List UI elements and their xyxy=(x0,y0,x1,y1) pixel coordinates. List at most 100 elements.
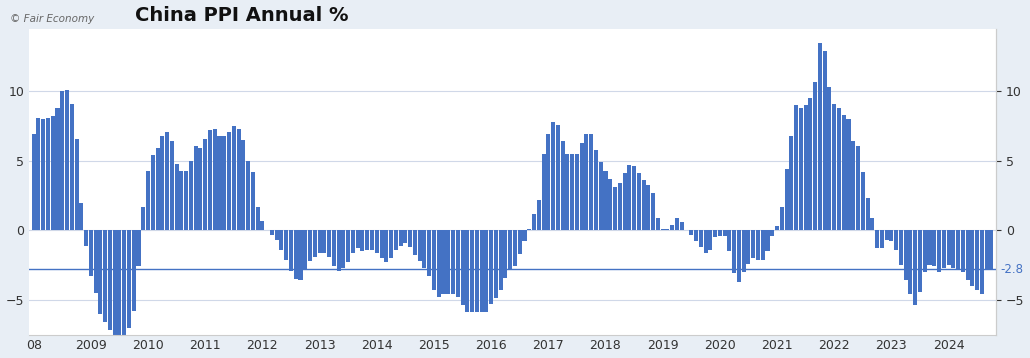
Bar xyxy=(665,229,670,230)
Bar xyxy=(642,180,646,230)
Bar xyxy=(294,230,298,279)
Bar xyxy=(99,230,102,314)
Bar xyxy=(736,230,741,282)
Bar xyxy=(112,230,116,339)
Bar xyxy=(504,230,508,277)
Bar xyxy=(432,230,436,290)
Bar xyxy=(417,230,421,261)
Bar xyxy=(775,226,779,230)
Bar xyxy=(604,171,608,230)
Bar xyxy=(161,136,165,230)
Bar xyxy=(876,230,880,248)
Bar xyxy=(923,230,927,272)
Bar xyxy=(571,154,574,230)
Bar xyxy=(279,230,283,250)
Bar xyxy=(637,173,641,230)
Bar xyxy=(308,230,312,261)
Bar xyxy=(565,154,570,230)
Bar xyxy=(65,90,69,230)
Bar xyxy=(880,230,884,248)
Bar xyxy=(899,230,903,265)
Bar xyxy=(470,230,474,312)
Bar xyxy=(794,105,798,230)
Bar xyxy=(251,172,254,230)
Bar xyxy=(656,218,660,230)
Bar xyxy=(60,91,64,230)
Bar xyxy=(217,136,221,230)
Bar xyxy=(698,230,702,247)
Bar xyxy=(475,230,479,312)
Bar xyxy=(632,166,637,230)
Bar xyxy=(990,230,994,269)
Bar xyxy=(255,207,260,230)
Bar xyxy=(313,230,317,257)
Bar xyxy=(747,230,751,264)
Bar xyxy=(751,230,755,258)
Bar xyxy=(651,193,655,230)
Bar xyxy=(442,230,446,294)
Bar xyxy=(837,108,842,230)
Bar xyxy=(299,230,303,280)
Bar xyxy=(556,125,560,230)
Bar xyxy=(660,229,664,230)
Bar xyxy=(770,230,775,236)
Bar xyxy=(123,230,127,340)
Bar xyxy=(671,225,675,230)
Bar xyxy=(513,230,517,266)
Bar xyxy=(322,230,327,253)
Bar xyxy=(194,146,198,230)
Bar xyxy=(947,230,951,265)
Bar xyxy=(375,230,379,253)
Bar xyxy=(137,230,140,266)
Bar xyxy=(975,230,980,290)
Bar xyxy=(103,230,107,322)
Bar xyxy=(289,230,293,271)
Bar xyxy=(598,162,603,230)
Bar xyxy=(132,230,136,311)
Bar xyxy=(508,230,512,269)
Bar xyxy=(366,230,370,250)
Bar xyxy=(408,230,412,247)
Bar xyxy=(823,51,827,230)
Bar xyxy=(351,230,355,253)
Bar xyxy=(903,230,907,280)
Bar xyxy=(970,230,974,286)
Bar xyxy=(941,230,946,268)
Bar xyxy=(894,230,898,250)
Bar xyxy=(985,230,989,269)
Bar xyxy=(232,126,236,230)
Bar xyxy=(199,148,203,230)
Text: -2.8: -2.8 xyxy=(1000,263,1024,276)
Bar xyxy=(932,230,936,266)
Bar xyxy=(589,135,593,230)
Bar xyxy=(422,230,426,268)
Bar xyxy=(785,169,789,230)
Bar xyxy=(965,230,969,280)
Bar xyxy=(560,141,564,230)
Bar xyxy=(213,129,216,230)
Bar xyxy=(765,230,769,251)
Bar xyxy=(427,230,432,276)
Bar xyxy=(203,139,207,230)
Bar xyxy=(613,187,617,230)
Bar xyxy=(575,154,579,230)
Bar xyxy=(241,140,245,230)
Bar xyxy=(146,171,150,230)
Bar xyxy=(580,143,584,230)
Bar xyxy=(451,230,455,294)
Bar xyxy=(332,230,336,266)
Bar xyxy=(484,230,488,312)
Bar xyxy=(885,230,889,240)
Bar xyxy=(742,230,746,272)
Bar xyxy=(41,119,45,230)
Bar xyxy=(908,230,913,294)
Bar xyxy=(980,230,984,294)
Bar xyxy=(761,230,764,260)
Bar xyxy=(727,230,731,251)
Bar xyxy=(303,230,307,269)
Bar xyxy=(384,230,388,262)
Bar xyxy=(809,98,813,230)
Bar xyxy=(537,200,541,230)
Bar xyxy=(780,207,784,230)
Bar xyxy=(827,87,831,230)
